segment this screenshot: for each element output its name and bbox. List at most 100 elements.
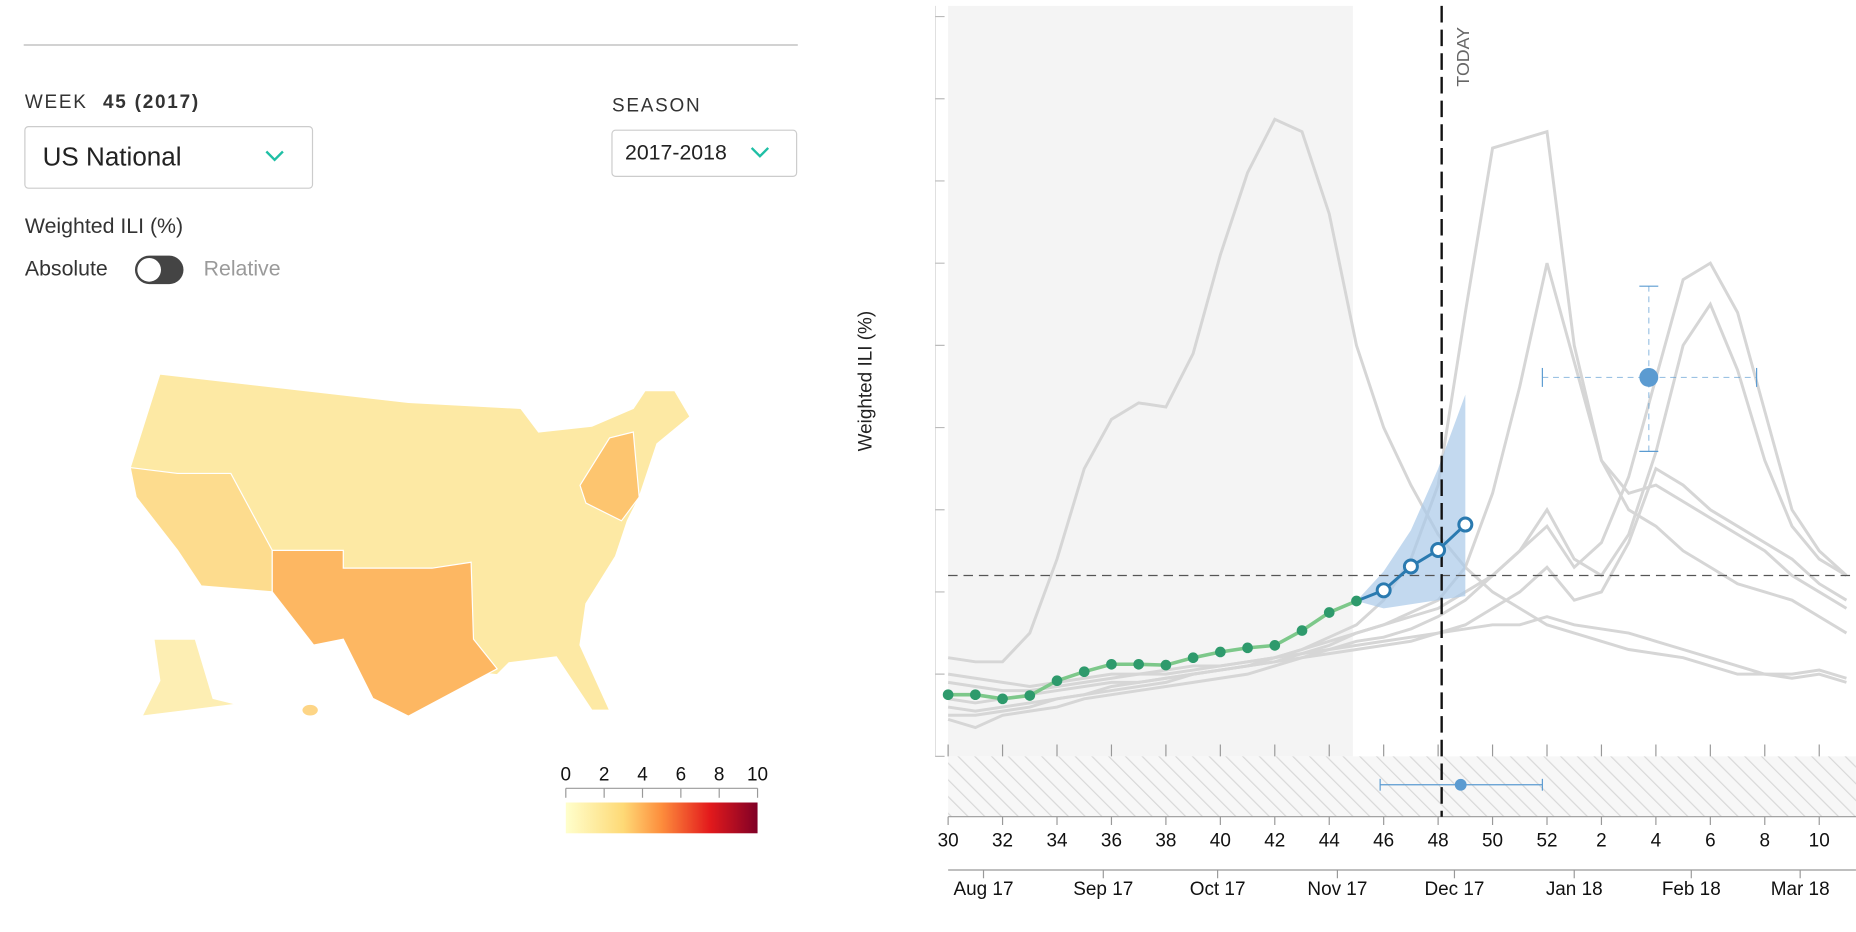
week-value: 45 (2017) (103, 92, 200, 113)
season-dropdown[interactable]: 2017-2018 (611, 129, 798, 177)
dropdown-arrow[interactable] (265, 150, 284, 162)
observed-point (1051, 675, 1063, 687)
month-tick-label: Aug 17 (954, 879, 1014, 900)
dropdown-box[interactable] (24, 126, 314, 189)
y-tick-label: 1.00 (892, 663, 929, 684)
x-tick-label: 46 (1373, 831, 1394, 852)
history-shade (948, 5, 1353, 757)
observed-point (1187, 652, 1199, 664)
y-axis-label: Weighted ILI (%) (855, 311, 876, 452)
colorbar-tick-label: 8 (714, 764, 725, 785)
forecast-point (1430, 542, 1447, 559)
dropdown-arrow[interactable] (750, 147, 770, 158)
observed-point (970, 689, 981, 701)
scale-toggle[interactable] (134, 255, 184, 285)
observed-point (1215, 646, 1226, 658)
x-tick-label: 2 (1596, 831, 1607, 852)
month-tick-label: Nov 17 (1307, 879, 1367, 900)
history-line (947, 301, 1848, 730)
forecast-point (1375, 582, 1392, 599)
y-tick-label: 4.00 (892, 417, 929, 438)
peak-point (1639, 367, 1659, 387)
x-tick-label: 40 (1210, 831, 1231, 852)
forecast-point (1457, 516, 1474, 533)
colorbar-tick-label: 2 (599, 764, 610, 785)
us-map (129, 373, 691, 717)
metric-label: Weighted ILI (%) (25, 214, 183, 238)
colorbar-tick-label: 0 (561, 764, 572, 785)
chart: 0.00 1.00 2.00 3.00 4.00 5.00 6.00 7.00 8.00 9.00… (892, 5, 1856, 900)
map-region (579, 431, 640, 522)
colorbar-tick-label: 6 (676, 764, 687, 785)
x-tick-label: 34 (1046, 831, 1067, 852)
forecast-band (1356, 394, 1466, 609)
month-tick-label: Feb 18 (1662, 879, 1721, 900)
observed-point (1269, 640, 1281, 651)
colorbar-tick-label: 10 (747, 764, 768, 785)
onset-point (1454, 778, 1467, 791)
observed-point (1323, 607, 1335, 618)
dropdown-value[interactable]: 2017-2018 (625, 140, 727, 164)
month-tick-label: Sep 17 (1073, 879, 1133, 900)
y-tick-label: 8.00 (892, 88, 929, 109)
y-tick-label: 2.00 (892, 581, 929, 602)
colorbar: 0 2 4 6 8 10 (561, 764, 768, 834)
x-tick-label: 4 (1651, 831, 1662, 852)
observed-point (1024, 690, 1036, 701)
observed-point (1078, 666, 1090, 678)
x-tick-label: 36 (1101, 831, 1122, 852)
x-tick-label: 38 (1155, 831, 1176, 852)
y-tick-label: 9.00 (892, 6, 929, 27)
observed-point (1133, 658, 1145, 670)
month-tick-label: Oct 17 (1190, 879, 1246, 900)
x-tick-label: 10 (1809, 831, 1830, 852)
observed-point (1351, 595, 1362, 607)
dropdown-box[interactable] (611, 129, 798, 177)
x-tick-label: 32 (992, 831, 1013, 852)
y-tick-label: 7.00 (892, 170, 929, 191)
toggle-right[interactable]: Relative (204, 256, 281, 280)
region-dropdown[interactable]: US National (24, 126, 314, 189)
observed-line (948, 599, 1358, 701)
season-label: SEASON (612, 96, 702, 117)
x-tick-label: 52 (1536, 831, 1557, 852)
observed-point (1106, 658, 1117, 670)
observed-point (942, 689, 954, 701)
x-tick-label: 50 (1482, 831, 1503, 852)
colorbar-gradient (565, 802, 758, 834)
x-tick-label: 30 (938, 831, 959, 852)
forecast-line (1382, 523, 1467, 592)
month-tick-label: Mar 18 (1771, 879, 1830, 900)
x-tick-label: 42 (1264, 831, 1285, 852)
map-region (271, 549, 499, 717)
history-line (947, 117, 1847, 680)
observed-point (997, 693, 1008, 705)
y-tick-label: 3.00 (892, 499, 929, 520)
x-tick-label: 44 (1319, 831, 1340, 852)
map-region (141, 638, 237, 717)
month-tick-label: Dec 17 (1424, 879, 1484, 900)
history-line (947, 466, 1848, 705)
y-tick-label: 6.00 (892, 252, 929, 273)
colorbar-tick-label: 4 (637, 764, 648, 785)
x-tick-label: 8 (1760, 831, 1771, 852)
hatched-band (948, 756, 1856, 817)
toggle-left[interactable]: Absolute (25, 256, 108, 280)
dropdown-value[interactable]: US National (43, 141, 182, 171)
history-line (947, 262, 1848, 713)
x-tick-label: 6 (1705, 831, 1716, 852)
y-tick-label: 5.00 (892, 334, 929, 355)
toggle-knob[interactable] (137, 258, 161, 282)
history-line (947, 615, 1847, 688)
observed-point (1296, 625, 1308, 636)
week-label: WEEK (25, 92, 88, 113)
observed-point (1242, 642, 1253, 654)
x-tick-label: 48 (1428, 831, 1449, 852)
history-line (948, 261, 1848, 717)
observed-point (1160, 659, 1172, 671)
today-label: TODAY (1453, 27, 1473, 87)
forecast-point (1402, 558, 1419, 575)
y-tick-label: 0.00 (892, 745, 929, 766)
